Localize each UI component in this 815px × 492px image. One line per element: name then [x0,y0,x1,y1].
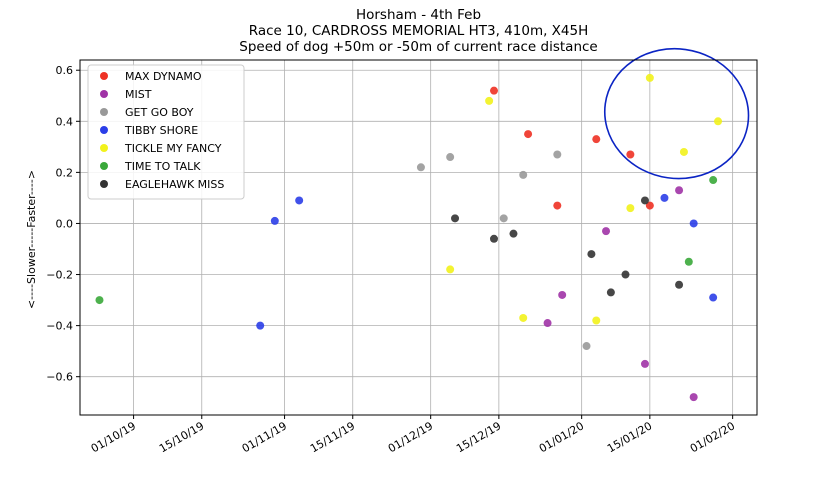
point-time-to-talk [95,296,104,305]
x-axis-ticks: 01/10/19 15/10/19 01/11/19 15/11/19 01/12/19… [89,415,737,455]
legend-label-eaglehawk-miss: EAGLEHAWK MISS [125,178,224,191]
point-get-go-boy [519,170,528,179]
y-tick-label: 0.6 [56,64,74,77]
x-tick-label: 01/11/19 [240,419,289,455]
point-mist [558,290,567,299]
point-mist [675,186,684,195]
x-tick-label: 15/12/19 [454,419,503,455]
legend-marker-mist [100,90,108,98]
legend-marker-max-dynamo [100,72,108,80]
x-tick-label: 01/02/20 [688,419,737,455]
point-eaglehawk-miss [606,288,615,297]
point-eaglehawk-miss [621,270,630,279]
point-tibby-shore [295,196,304,205]
point-tickle-my-fancy [626,204,635,213]
y-tick-label: 0.4 [56,115,74,128]
legend-marker-tickle-my-fancy [100,144,108,152]
y-tick-label: −0.2 [46,269,73,282]
point-mist [602,227,611,236]
point-max-dynamo [524,130,533,139]
point-eaglehawk-miss [509,229,518,238]
y-axis-label: <----Slower-----Faster----> [25,170,38,309]
data-points [95,73,723,402]
point-tickle-my-fancy [519,313,528,322]
y-axis-ticks: 0.6 0.4 0.2 0.0 −0.2 −0.4 −0.6 [46,64,80,384]
chart-title-line-2: Race 10, CARDROSS MEMORIAL HT3, 410m, X4… [248,23,589,39]
legend-label-time-to-talk: TIME TO TALK [124,160,201,173]
chart-title-line-3: Speed of dog +50m or -50m of current rac… [239,39,598,55]
legend-marker-get-go-boy [100,108,108,116]
y-tick-label: −0.6 [46,371,73,384]
point-mist [689,393,698,402]
legend: MAX DYNAMO MIST GET GO BOY TIBBY SHORE TICKL… [87,64,245,200]
point-tickle-my-fancy [645,73,654,82]
legend-label-get-go-boy: GET GO BOY [125,106,194,119]
x-tick-label: 01/10/19 [89,419,138,455]
point-max-dynamo [592,135,601,144]
point-max-dynamo [553,201,562,210]
plot-frame [79,59,758,416]
point-tibby-shore [660,193,669,202]
y-tick-label: 0.2 [56,166,74,179]
point-eaglehawk-miss [640,196,649,205]
point-tibby-shore [256,321,265,330]
legend-label-max-dynamo: MAX DYNAMO [125,70,202,83]
point-get-go-boy [416,163,425,172]
point-eaglehawk-miss [451,214,460,223]
legend-marker-time-to-talk [100,162,108,170]
legend-marker-tibby-shore [100,126,108,134]
x-tick-label: 15/01/20 [605,419,654,455]
point-tickle-my-fancy [446,265,455,274]
point-eaglehawk-miss [587,250,596,259]
point-time-to-talk [684,257,693,266]
point-max-dynamo [626,150,635,159]
point-get-go-boy [582,342,591,351]
legend-marker-eaglehawk-miss [100,180,108,188]
point-tibby-shore [689,219,698,228]
point-eaglehawk-miss [675,280,684,289]
point-get-go-boy [446,153,455,162]
legend-label-tickle-my-fancy: TICKLE MY FANCY [124,142,222,155]
point-get-go-boy [499,214,508,223]
x-tick-label: 15/11/19 [308,419,357,455]
legend-label-mist: MIST [125,88,152,101]
point-eaglehawk-miss [489,234,498,243]
point-mist [543,319,552,328]
point-tickle-my-fancy [592,316,601,325]
point-tickle-my-fancy [485,96,494,105]
chart-title-line-1: Horsham - 4th Feb [355,7,482,23]
x-tick-label: 01/12/19 [386,419,435,455]
point-get-go-boy [553,150,562,159]
x-tick-label: 01/01/20 [537,419,586,455]
y-tick-label: −0.4 [46,320,73,333]
point-time-to-talk [709,176,718,185]
point-max-dynamo [489,86,498,95]
point-tibby-shore [270,216,279,225]
point-tickle-my-fancy [714,117,723,126]
point-mist [640,359,649,368]
annotation [603,47,750,180]
x-tick-label: 15/10/19 [157,419,206,455]
legend-label-tibby-shore: TIBBY SHORE [124,124,198,137]
point-tibby-shore [709,293,718,302]
point-max-dynamo [645,201,654,210]
legend-box [87,64,245,200]
y-tick-label: 0.0 [56,217,74,230]
annotation-ellipse [603,47,750,180]
point-tickle-my-fancy [679,147,688,156]
